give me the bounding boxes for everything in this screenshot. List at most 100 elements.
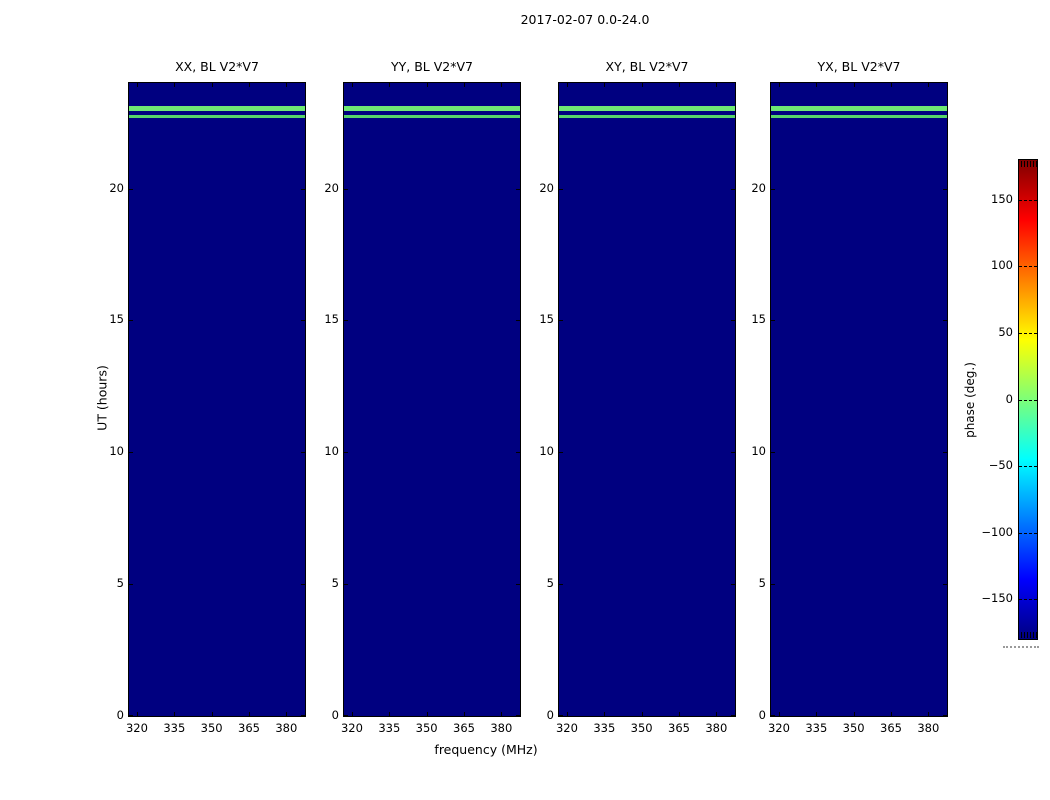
x-tick-mark: [928, 712, 930, 716]
x-tick-mark: [351, 712, 353, 716]
y-tick-mark: [516, 188, 520, 190]
y-tick-mark: [771, 188, 775, 190]
colorbar-end-hatch: [1033, 161, 1034, 167]
x-tick-mark: [463, 83, 465, 87]
phase-line: [559, 115, 735, 118]
colorbar-label: phase (deg.): [963, 362, 977, 438]
x-tick-label: 320: [340, 721, 363, 735]
y-tick-mark: [344, 320, 348, 322]
heatmap-panel: [343, 82, 521, 717]
y-tick-label: 0: [116, 708, 124, 722]
phase-line: [344, 115, 520, 118]
y-tick-mark: [771, 320, 775, 322]
x-tick-mark: [211, 83, 213, 87]
x-tick-mark: [351, 83, 353, 87]
y-tick-label: 10: [109, 444, 124, 459]
y-tick-mark: [559, 452, 563, 454]
y-tick-label: 0: [546, 708, 554, 722]
y-tick-mark: [731, 715, 735, 716]
x-tick-mark: [248, 83, 250, 87]
y-tick-mark: [559, 188, 563, 190]
y-tick-mark: [301, 188, 305, 190]
x-tick-label: 335: [378, 721, 401, 735]
x-tick-label: 380: [705, 721, 728, 735]
y-tick-mark: [129, 584, 133, 586]
y-tick-label: 20: [324, 180, 339, 195]
x-tick-mark: [136, 712, 138, 716]
x-tick-label: 335: [163, 721, 186, 735]
x-tick-mark: [389, 712, 391, 716]
x-tick-mark: [136, 83, 138, 87]
x-tick-mark: [604, 83, 606, 87]
y-tick-mark: [771, 715, 775, 716]
y-tick-mark: [731, 188, 735, 190]
x-tick-label: 320: [767, 721, 790, 735]
y-tick-mark: [731, 320, 735, 322]
x-tick-label: 350: [842, 721, 865, 735]
x-tick-mark: [890, 83, 892, 87]
x-tick-mark: [890, 712, 892, 716]
colorbar-tick-mark: [1019, 599, 1037, 601]
colorbar-tick-label: −100: [981, 524, 1013, 539]
colorbar-end-hatch: [1024, 632, 1025, 638]
colorbar-tick-mark: [1019, 532, 1037, 534]
colorbar-end-hatch: [1021, 632, 1022, 638]
x-tick-mark: [211, 712, 213, 716]
colorbar-end-hatch: [1024, 161, 1025, 167]
x-tick-label: 335: [805, 721, 828, 735]
x-tick-mark: [641, 712, 643, 716]
colorbar-tick-mark: [1019, 466, 1037, 468]
x-tick-label: 365: [668, 721, 690, 735]
heatmap-panel: [770, 82, 948, 717]
y-tick-label: 0: [331, 708, 339, 722]
colorbar-tick-mark: [1019, 266, 1037, 268]
y-tick-mark: [344, 715, 348, 716]
y-tick-mark: [344, 452, 348, 454]
y-tick-label: 5: [116, 576, 124, 591]
x-tick-mark: [463, 712, 465, 716]
heatmap-panel: [128, 82, 306, 717]
colorbar-end-hatch: [1030, 161, 1031, 167]
colorbar: [1018, 159, 1038, 640]
phase-line: [129, 115, 305, 118]
x-tick-mark: [716, 712, 718, 716]
x-tick-label: 380: [275, 721, 298, 735]
panel-title: XY, BL V2*V7: [605, 59, 689, 74]
y-tick-label: 5: [331, 576, 339, 591]
x-tick-mark: [716, 83, 718, 87]
y-tick-mark: [771, 452, 775, 454]
x-tick-mark: [174, 712, 176, 716]
x-tick-mark: [286, 712, 288, 716]
y-tick-mark: [559, 715, 563, 716]
x-tick-mark: [678, 712, 680, 716]
x-tick-label: 320: [125, 721, 148, 735]
y-tick-mark: [344, 188, 348, 190]
y-tick-mark: [943, 584, 947, 586]
y-tick-label: 15: [539, 312, 554, 327]
y-tick-label: 15: [109, 312, 124, 327]
x-tick-mark: [778, 712, 780, 716]
y-tick-mark: [129, 188, 133, 190]
y-tick-mark: [301, 320, 305, 322]
y-axis-label: UT (hours): [94, 365, 110, 431]
y-tick-mark: [129, 320, 133, 322]
x-tick-mark: [604, 712, 606, 716]
x-axis-label: frequency (MHz): [434, 742, 538, 757]
y-tick-mark: [516, 320, 520, 322]
y-tick-mark: [129, 452, 133, 454]
phase-band: [559, 105, 735, 112]
x-tick-mark: [248, 712, 250, 716]
y-tick-label: 10: [751, 444, 766, 459]
phase-band: [771, 105, 947, 112]
colorbar-end-hatch: [1027, 161, 1028, 167]
y-tick-mark: [559, 584, 563, 586]
x-tick-mark: [501, 712, 503, 716]
x-tick-mark: [853, 712, 855, 716]
colorbar-end-hatch: [1036, 632, 1037, 638]
colorbar-end-hatch: [1030, 632, 1031, 638]
phase-line: [771, 115, 947, 118]
colorbar-tick-label: 150: [991, 191, 1013, 206]
y-tick-mark: [731, 584, 735, 586]
y-tick-label: 15: [324, 312, 339, 327]
